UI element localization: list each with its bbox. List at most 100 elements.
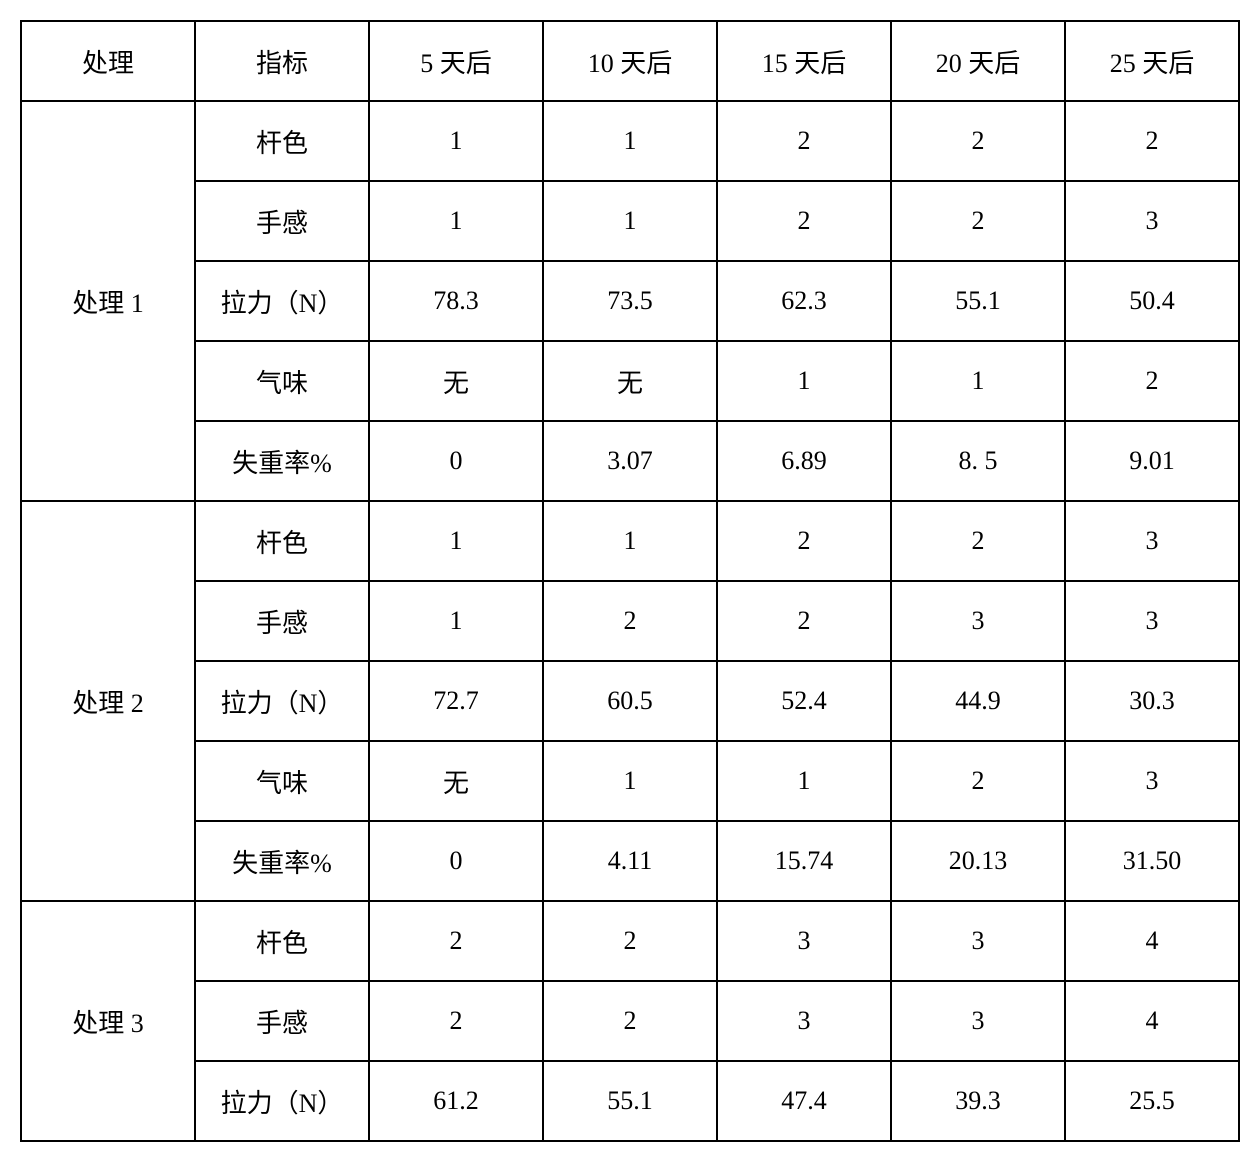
data-cell: 47.4 (717, 1061, 891, 1141)
header-day5: 5 天后 (369, 21, 543, 101)
table-row: 手感 1 1 2 2 3 (21, 181, 1239, 261)
table-row: 手感 1 2 2 3 3 (21, 581, 1239, 661)
data-cell: 73.5 (543, 261, 717, 341)
data-cell: 8. 5 (891, 421, 1065, 501)
table-row: 失重率% 0 3.07 6.89 8. 5 9.01 (21, 421, 1239, 501)
table-row: 气味 无 1 1 2 3 (21, 741, 1239, 821)
indicator-cell: 手感 (195, 981, 369, 1061)
data-cell: 2 (717, 181, 891, 261)
data-cell: 62.3 (717, 261, 891, 341)
data-cell: 2 (717, 101, 891, 181)
data-cell: 1 (543, 101, 717, 181)
treatment-cell: 处理 2 (21, 501, 195, 901)
table-row: 处理 1 杆色 1 1 2 2 2 (21, 101, 1239, 181)
data-cell: 1 (543, 501, 717, 581)
data-cell: 3 (717, 981, 891, 1061)
data-cell: 3 (717, 901, 891, 981)
header-day15: 15 天后 (717, 21, 891, 101)
data-cell: 1 (891, 341, 1065, 421)
data-cell: 3 (1065, 181, 1239, 261)
data-cell: 无 (369, 341, 543, 421)
data-cell: 15.74 (717, 821, 891, 901)
data-cell: 2 (891, 741, 1065, 821)
data-cell: 无 (369, 741, 543, 821)
data-table: 处理 指标 5 天后 10 天后 15 天后 20 天后 25 天后 处理 1 … (20, 20, 1240, 1142)
data-cell: 1 (543, 181, 717, 261)
indicator-cell: 失重率% (195, 821, 369, 901)
data-cell: 61.2 (369, 1061, 543, 1141)
indicator-cell: 气味 (195, 341, 369, 421)
data-cell: 3.07 (543, 421, 717, 501)
data-cell: 3 (1065, 741, 1239, 821)
data-cell: 2 (891, 181, 1065, 261)
treatment-cell: 处理 1 (21, 101, 195, 501)
data-cell: 30.3 (1065, 661, 1239, 741)
header-indicator: 指标 (195, 21, 369, 101)
data-cell: 1 (369, 181, 543, 261)
data-cell: 6.89 (717, 421, 891, 501)
table-row: 气味 无 无 1 1 2 (21, 341, 1239, 421)
data-cell: 50.4 (1065, 261, 1239, 341)
data-cell: 0 (369, 821, 543, 901)
table-row: 手感 2 2 3 3 4 (21, 981, 1239, 1061)
indicator-cell: 手感 (195, 581, 369, 661)
data-cell: 2 (891, 501, 1065, 581)
data-cell: 0 (369, 421, 543, 501)
data-cell: 39.3 (891, 1061, 1065, 1141)
treatment-cell: 处理 3 (21, 901, 195, 1141)
data-cell: 1 (717, 341, 891, 421)
data-cell: 2 (1065, 341, 1239, 421)
data-cell: 2 (1065, 101, 1239, 181)
indicator-cell: 失重率% (195, 421, 369, 501)
data-cell: 2 (717, 501, 891, 581)
data-cell: 3 (1065, 581, 1239, 661)
data-cell: 无 (543, 341, 717, 421)
header-row: 处理 指标 5 天后 10 天后 15 天后 20 天后 25 天后 (21, 21, 1239, 101)
data-cell: 9.01 (1065, 421, 1239, 501)
indicator-cell: 气味 (195, 741, 369, 821)
table-row: 处理 2 杆色 1 1 2 2 3 (21, 501, 1239, 581)
data-cell: 2 (369, 901, 543, 981)
indicator-cell: 拉力（N） (195, 661, 369, 741)
table-row: 拉力（N） 78.3 73.5 62.3 55.1 50.4 (21, 261, 1239, 341)
indicator-cell: 杆色 (195, 501, 369, 581)
data-cell: 20.13 (891, 821, 1065, 901)
data-cell: 2 (543, 901, 717, 981)
indicator-cell: 拉力（N） (195, 1061, 369, 1141)
data-cell: 52.4 (717, 661, 891, 741)
header-treatment: 处理 (21, 21, 195, 101)
data-cell: 31.50 (1065, 821, 1239, 901)
data-cell: 3 (891, 581, 1065, 661)
table-row: 拉力（N） 61.2 55.1 47.4 39.3 25.5 (21, 1061, 1239, 1141)
data-cell: 3 (891, 901, 1065, 981)
header-day20: 20 天后 (891, 21, 1065, 101)
data-cell: 4 (1065, 901, 1239, 981)
data-cell: 4.11 (543, 821, 717, 901)
data-cell: 25.5 (1065, 1061, 1239, 1141)
data-cell: 2 (543, 981, 717, 1061)
data-cell: 1 (369, 101, 543, 181)
data-cell: 2 (891, 101, 1065, 181)
data-cell: 1 (369, 501, 543, 581)
data-cell: 60.5 (543, 661, 717, 741)
table-row: 拉力（N） 72.7 60.5 52.4 44.9 30.3 (21, 661, 1239, 741)
table-body: 处理 1 杆色 1 1 2 2 2 手感 1 1 2 2 3 拉力（N） 78.… (21, 101, 1239, 1141)
data-cell: 44.9 (891, 661, 1065, 741)
table-row: 失重率% 0 4.11 15.74 20.13 31.50 (21, 821, 1239, 901)
indicator-cell: 杆色 (195, 901, 369, 981)
indicator-cell: 拉力（N） (195, 261, 369, 341)
data-cell: 55.1 (543, 1061, 717, 1141)
data-cell: 78.3 (369, 261, 543, 341)
data-cell: 3 (891, 981, 1065, 1061)
data-cell: 4 (1065, 981, 1239, 1061)
data-cell: 2 (717, 581, 891, 661)
data-cell: 1 (369, 581, 543, 661)
data-cell: 1 (543, 741, 717, 821)
data-cell: 2 (369, 981, 543, 1061)
data-cell: 3 (1065, 501, 1239, 581)
header-day10: 10 天后 (543, 21, 717, 101)
data-cell: 1 (717, 741, 891, 821)
indicator-cell: 手感 (195, 181, 369, 261)
data-cell: 55.1 (891, 261, 1065, 341)
header-day25: 25 天后 (1065, 21, 1239, 101)
